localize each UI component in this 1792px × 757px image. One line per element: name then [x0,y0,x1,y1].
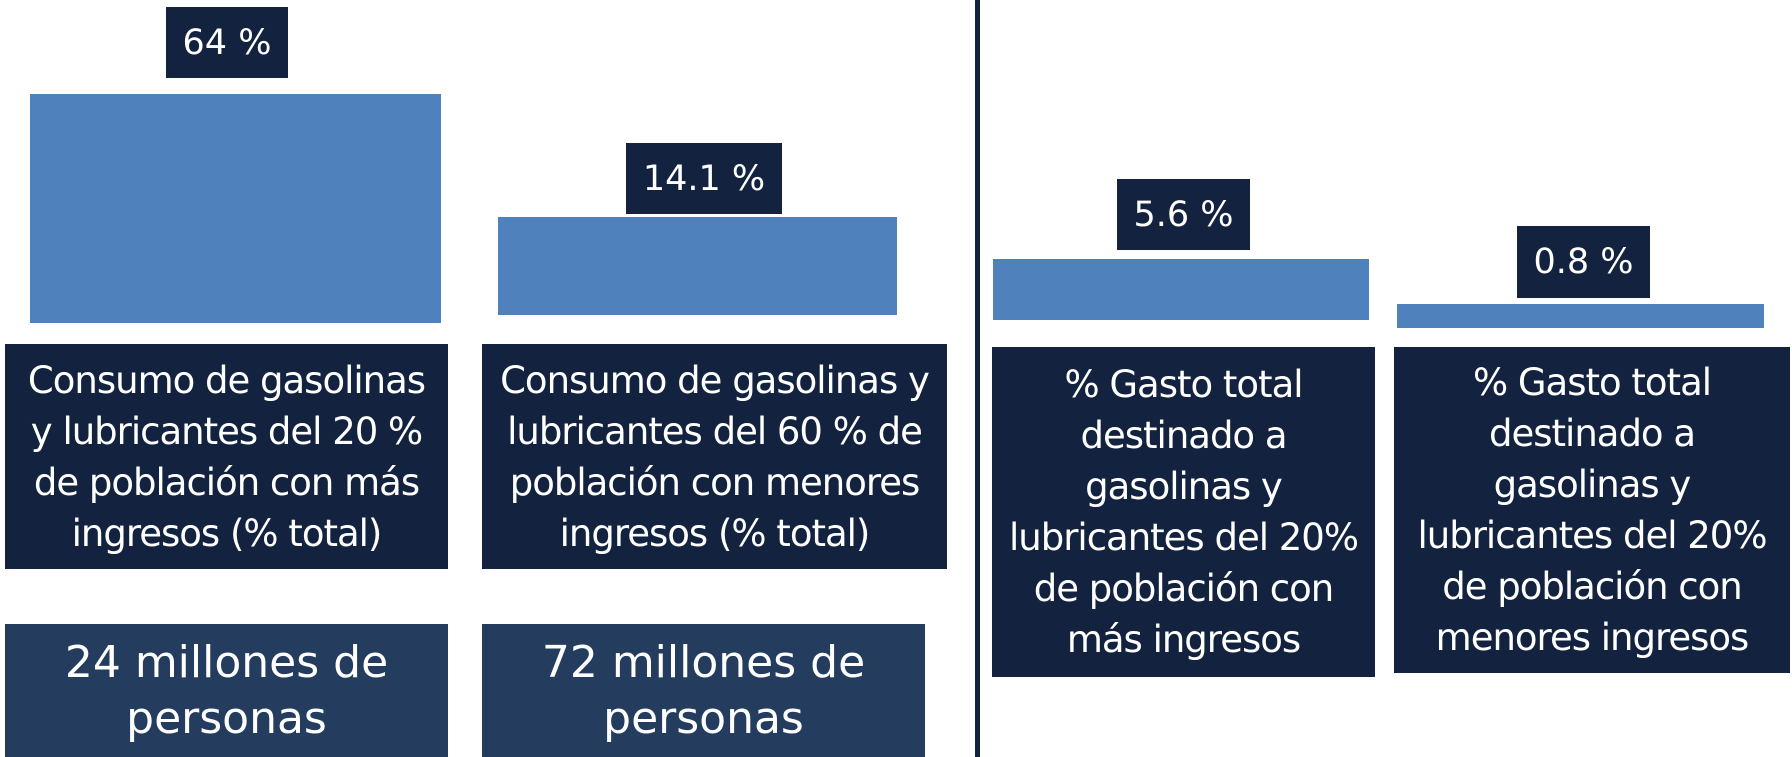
description-box: % Gasto total destinado a gasolinas y lubri… [992,347,1375,677]
value-label-box: 0.8 % [1517,226,1650,298]
population-line: personas [126,692,327,744]
bar [993,259,1369,320]
description-box: Consumo de gasolinas y lubricantes del 60… [482,344,947,569]
description-line: destinado a [1080,414,1288,457]
description-line: % Gasto total [1064,363,1303,406]
description-line: de población con [1033,567,1334,610]
bar [1397,304,1764,328]
description-line: lubricantes del 60 % de [507,409,923,453]
bar [30,94,441,323]
population-box: 72 millones de personas [482,624,925,757]
population-line: 72 millones de [541,636,866,688]
description-line: ingresos (% total) [559,511,871,555]
description-line: ingresos (% total) [71,511,383,555]
description-line: de población con más [33,460,420,504]
value-label: 64 % [182,22,272,63]
description-line: población con menores [509,460,921,504]
description-line: lubricantes del 20% [1008,516,1359,559]
description-line: más ingresos [1066,618,1301,661]
description-line: Consumo de gasolinas y [500,358,930,402]
value-label: 14.1 % [642,158,766,199]
description-box: % Gasto total destinado a gasolinas y lubri… [1394,347,1790,673]
population-line: 24 millones de [64,636,389,688]
value-label-box: 14.1 % [626,143,782,214]
value-label-box: 5.6 % [1117,179,1250,250]
population-box: 24 millones de personas [5,624,448,757]
description-line: Consumo de gasolinas [27,358,426,402]
value-label: 5.6 % [1133,194,1234,235]
description-line: gasolinas y [1493,463,1692,506]
description-line: destinado a [1489,412,1696,455]
description-line: de población con [1442,565,1742,608]
value-label-box: 64 % [166,7,288,78]
divider [975,0,980,757]
description-box: Consumo de gasolinas y lubricantes del 20… [5,344,448,569]
bar [498,217,897,315]
description-line: menores ingresos [1435,616,1750,659]
description-line: y lubricantes del 20 % [30,409,423,453]
description-line: % Gasto total [1472,361,1712,404]
value-label: 0.8 % [1533,242,1634,282]
description-line: lubricantes del 20% [1417,514,1767,557]
population-line: personas [603,692,804,744]
description-line: gasolinas y [1085,465,1283,508]
